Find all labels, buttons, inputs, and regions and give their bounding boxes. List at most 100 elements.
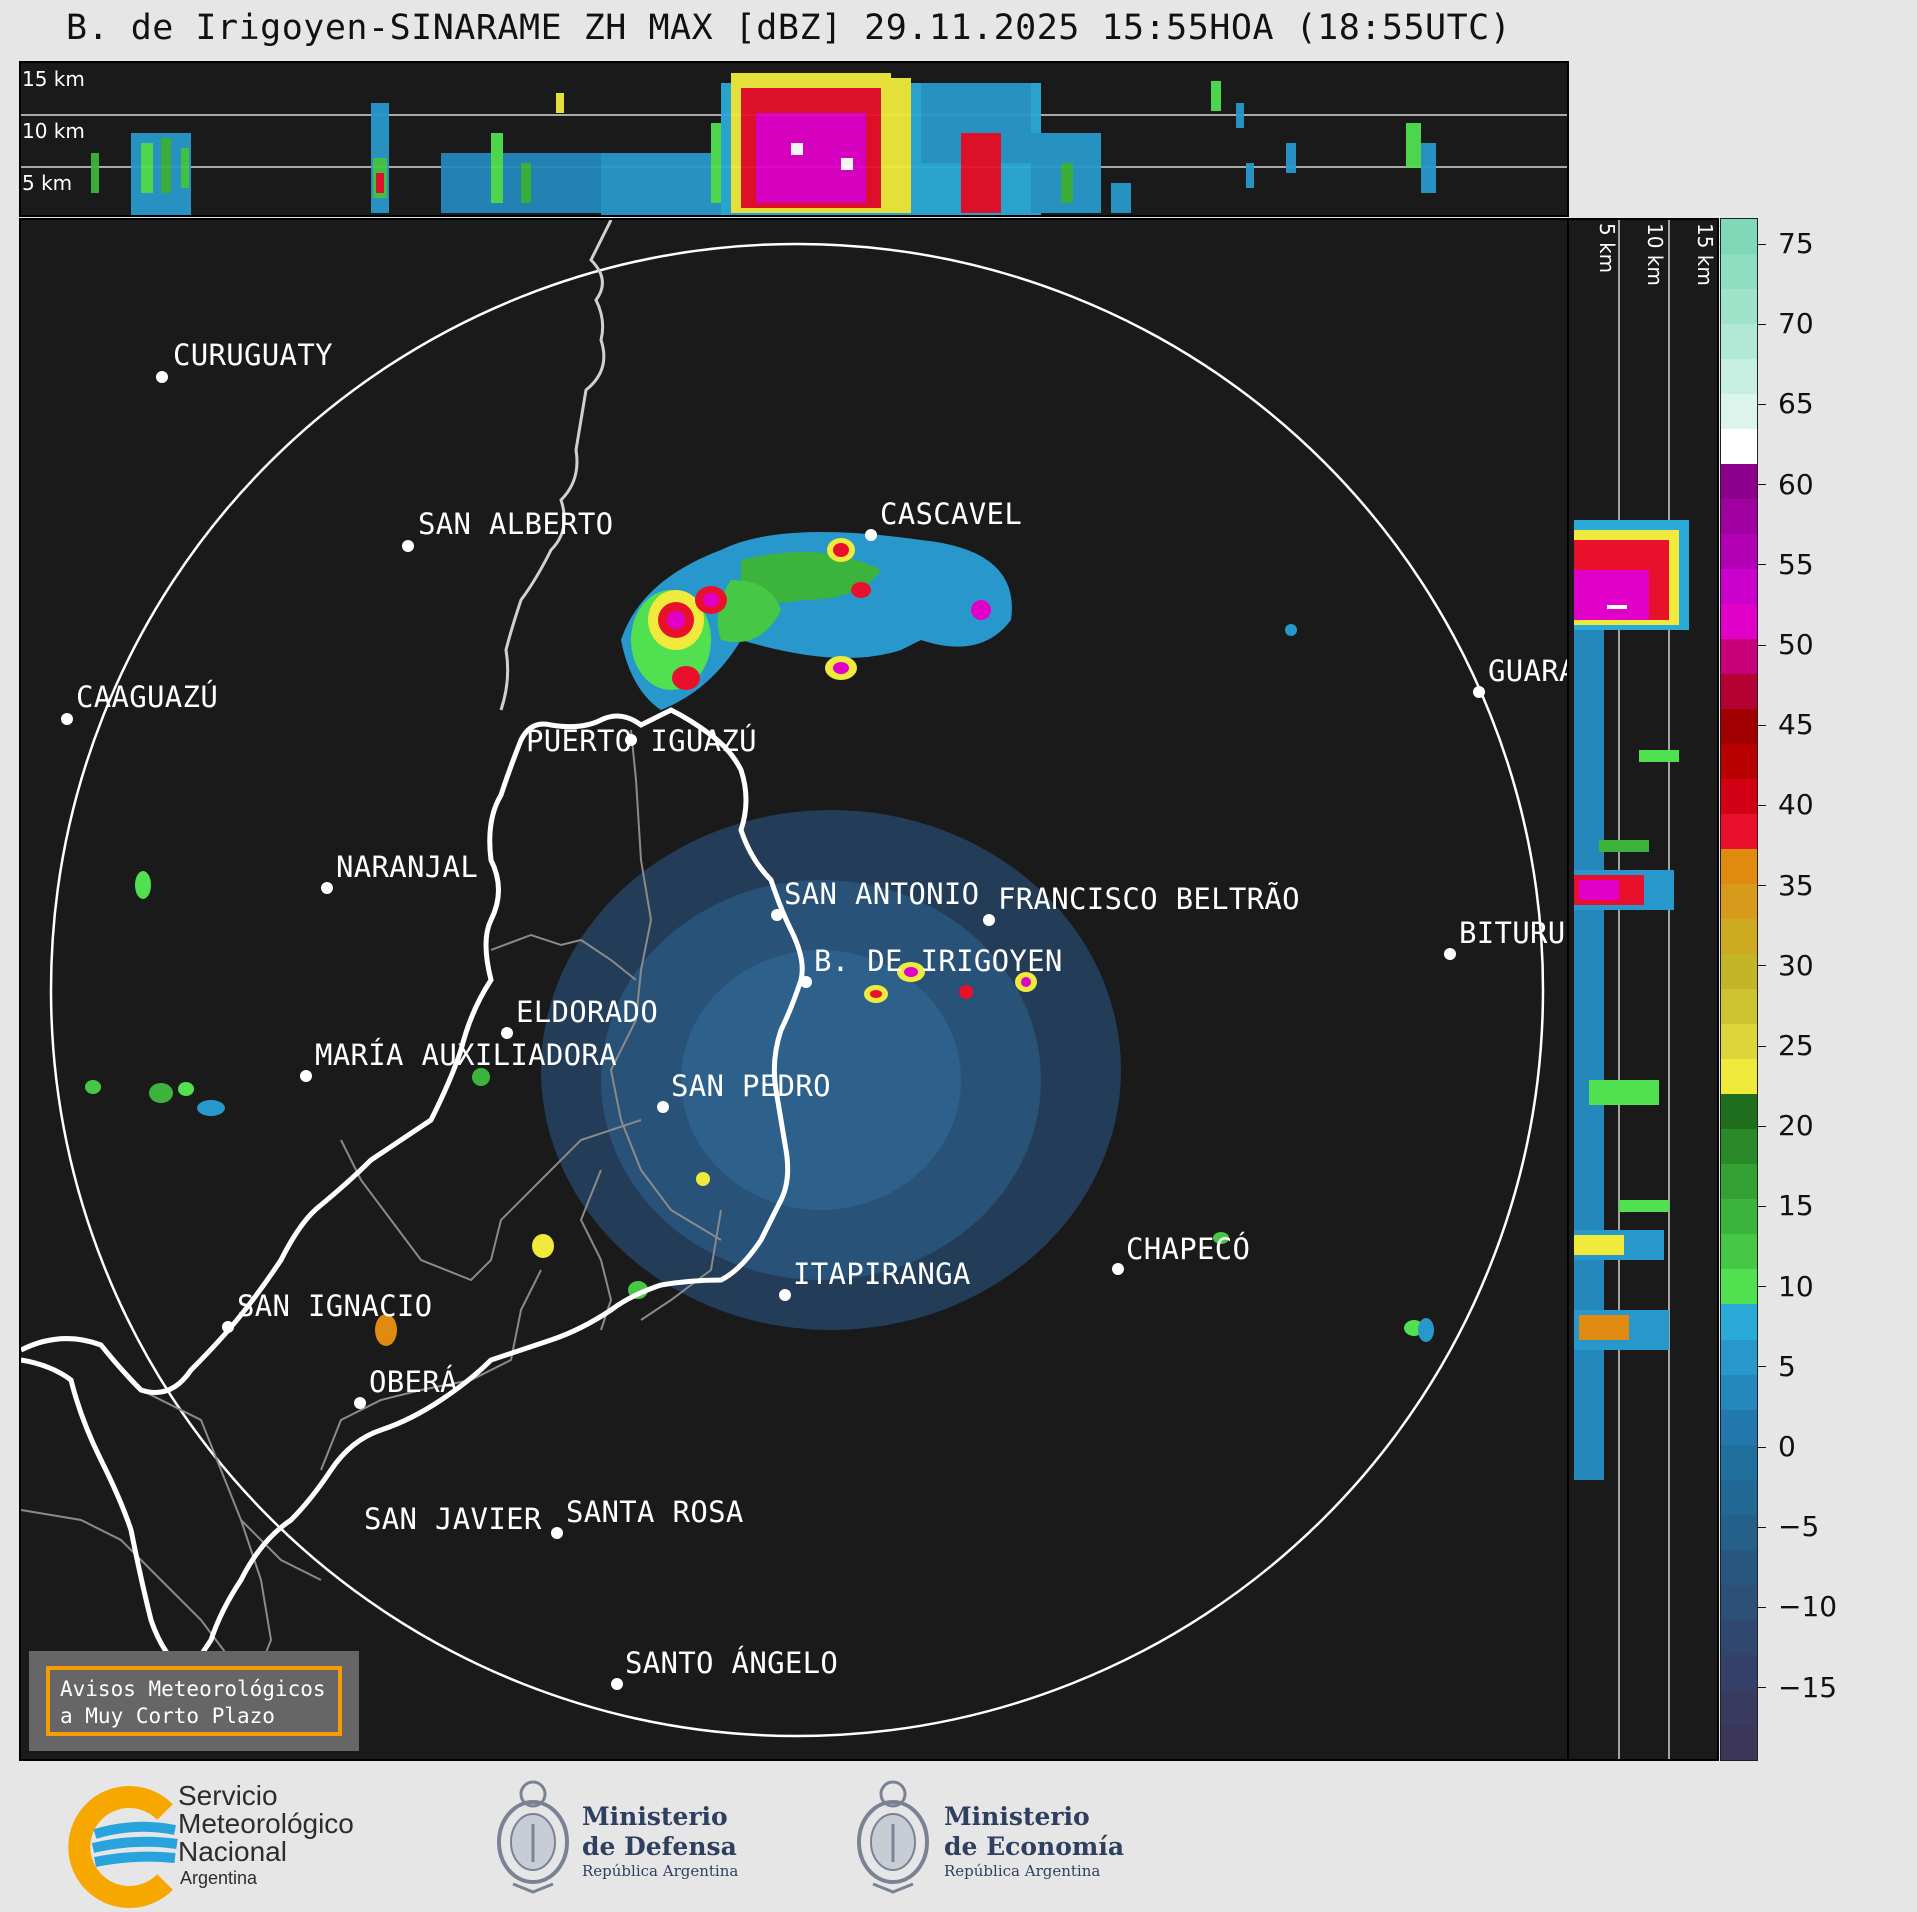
colorbar-segment	[1721, 1059, 1757, 1095]
smn-line-1: Servicio	[178, 1780, 278, 1811]
colorbar-tick-label: 35	[1758, 869, 1814, 902]
colorbar-segment	[1721, 359, 1757, 395]
colorbar-segment	[1721, 1234, 1757, 1270]
colorbar-segment	[1721, 1339, 1757, 1375]
city-label: SAN ANTONIO	[784, 877, 980, 911]
side-km-label-5: 5 km	[1595, 223, 1619, 274]
colorbar-segment	[1721, 1549, 1757, 1585]
colorbar-segment	[1721, 744, 1757, 780]
colorbar-segment	[1721, 394, 1757, 430]
warnings-line-1: Avisos Meteorológicos	[60, 1677, 326, 1701]
colorbar-tick-label: 70	[1758, 307, 1814, 340]
colorbar-segment	[1721, 1479, 1757, 1515]
smn-line-2: Meteorológico	[178, 1808, 354, 1839]
dbz-colorbar	[1720, 218, 1758, 1761]
colorbar-segment	[1721, 1619, 1757, 1655]
colorbar-tick-label: 60	[1758, 468, 1814, 501]
smn-line-3: Nacional	[178, 1836, 287, 1867]
radar-echoes	[85, 532, 1434, 1346]
colorbar-segment	[1721, 219, 1757, 255]
colorbar-segment	[1721, 709, 1757, 745]
city-label: SANTO ÁNGELO	[625, 1646, 839, 1680]
city-label: ITAPIRANGA	[793, 1257, 971, 1291]
defensa-line-1: Ministerio	[582, 1802, 728, 1831]
city-label: MARÍA AUXILIADORA	[315, 1038, 617, 1072]
city-label: CAAGUAZÚ	[76, 680, 219, 714]
colorbar-segment	[1721, 884, 1757, 920]
colorbar-segment	[1721, 989, 1757, 1025]
radar-map-panel: CURUGUATY SAN ALBERTO CASCAVEL CAAGUAZÚ …	[19, 218, 1569, 1761]
top-km-label-15: 15 km	[22, 67, 85, 91]
city-label: GUARA	[1488, 654, 1569, 688]
range-ring	[49, 242, 1545, 1738]
colorbar-segment	[1721, 1654, 1757, 1690]
top-cross-section-echoes	[21, 73, 1567, 215]
city-label: PUERTO IGUAZÚ	[526, 724, 757, 758]
colorbar-segment	[1721, 849, 1757, 885]
colorbar-tick-label: 55	[1758, 548, 1814, 581]
colorbar-tick-label: −5	[1757, 1510, 1819, 1543]
economia-seal-icon	[857, 1780, 929, 1894]
city-markers	[61, 371, 1485, 1690]
colorbar-segment	[1721, 1584, 1757, 1620]
colorbar-tick-label: 0	[1758, 1430, 1796, 1463]
radar-map-drawing	[21, 220, 1545, 1738]
city-label: B. DE IRIGOYEN	[814, 944, 1063, 978]
colorbar-segment	[1721, 919, 1757, 955]
city-label: SAN IGNACIO	[237, 1289, 433, 1323]
colorbar-segment	[1721, 1269, 1757, 1305]
smn-country: Argentina	[180, 1868, 258, 1888]
city-label: NARANJAL	[336, 850, 479, 884]
side-km-label-15: 15 km	[1693, 223, 1717, 286]
colorbar-tick-label: 15	[1758, 1189, 1814, 1222]
colorbar-segment	[1721, 464, 1757, 500]
warnings-line-2: a Muy Corto Plazo	[60, 1704, 275, 1728]
colorbar-segment	[1721, 1444, 1757, 1480]
colorbar-segment	[1721, 604, 1757, 640]
colorbar-segment	[1721, 569, 1757, 605]
city-label: SANTA ROSA	[566, 1495, 744, 1529]
smn-logo-text: Servicio Meteorológico Nacional	[178, 1782, 354, 1866]
colorbar-segment	[1721, 1409, 1757, 1445]
city-label: CHAPECÓ	[1126, 1232, 1251, 1266]
city-label: SAN ALBERTO	[418, 507, 614, 541]
smn-logo-icon	[68, 1786, 178, 1908]
economia-line-3: República Argentina	[944, 1862, 1101, 1880]
city-label: OBERÁ	[369, 1365, 458, 1399]
side-cross-section-panel: 5 km 10 km 15 km	[1569, 218, 1719, 1761]
colorbar-segment	[1721, 534, 1757, 570]
colorbar-segment	[1721, 1724, 1757, 1760]
colorbar-tick-label: 10	[1758, 1270, 1814, 1303]
colorbar-segment	[1721, 954, 1757, 990]
colorbar-segment	[1721, 779, 1757, 815]
colorbar-segment	[1721, 1689, 1757, 1725]
colorbar-segment	[1721, 324, 1757, 360]
top-km-label-5: 5 km	[22, 171, 73, 195]
colorbar-segment	[1721, 499, 1757, 535]
colorbar-tick-label: 5	[1758, 1350, 1796, 1383]
side-km-label-10: 10 km	[1643, 223, 1667, 286]
city-label: CURUGUATY	[173, 338, 333, 372]
colorbar-tick-label: 65	[1758, 387, 1814, 420]
colorbar-segment	[1721, 1129, 1757, 1165]
colorbar-segment	[1721, 1374, 1757, 1410]
colorbar-segment	[1721, 1164, 1757, 1200]
top-cross-section-panel: 15 km 10 km 5 km	[19, 61, 1569, 217]
city-label: CASCAVEL	[880, 497, 1023, 531]
side-cross-section-echoes	[1574, 220, 1689, 1759]
map-title: B. de Irigoyen-SINARAME ZH MAX [dBZ] 29.…	[66, 8, 1512, 48]
colorbar-segment	[1721, 1514, 1757, 1550]
colorbar-segment	[1721, 1024, 1757, 1060]
colorbar-tick-label: 20	[1758, 1109, 1814, 1142]
colorbar-tick-label: 75	[1758, 227, 1814, 260]
city-label: SAN JAVIER	[364, 1502, 542, 1536]
defensa-line-3: República Argentina	[582, 1862, 739, 1880]
short-term-warnings-button[interactable]: Avisos Meteorológicos a Muy Corto Plazo	[29, 1651, 359, 1751]
colorbar-segment	[1721, 1094, 1757, 1130]
economia-line-1: Ministerio	[944, 1802, 1090, 1831]
city-label: BITURU	[1459, 916, 1566, 950]
colorbar-tick-label: −10	[1757, 1590, 1837, 1623]
colorbar-segment	[1721, 674, 1757, 710]
city-label: FRANCISCO BELTRÃO	[998, 882, 1300, 916]
colorbar-tick-label: 40	[1758, 788, 1814, 821]
